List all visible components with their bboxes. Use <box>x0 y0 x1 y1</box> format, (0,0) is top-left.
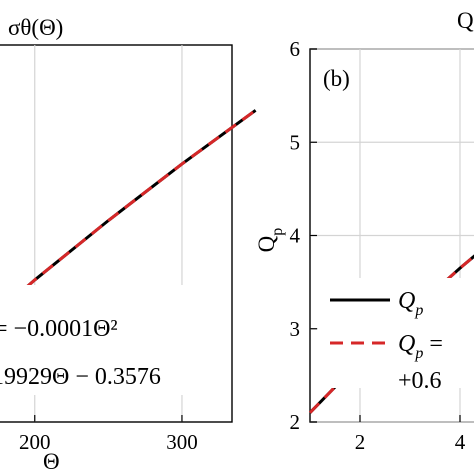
a-series-1-line <box>0 109 257 313</box>
panel-a-title: σθ(Θ) <box>8 15 63 40</box>
panel-b: 2 4 2 3 4 5 6 Q (b) Qp Qp Qp = +0.6 <box>254 8 474 454</box>
panel-a-lines <box>0 109 257 313</box>
a-x-tick-label: 200 <box>19 430 51 454</box>
panel-b-ticks: 2 4 2 3 4 5 6 <box>290 37 466 454</box>
panel-a-annotation-box: = −0.0001Θ² 19929Θ − 0.3576 <box>0 285 205 395</box>
panel-a-x-axis-label: Θ <box>43 449 60 474</box>
a-x-tick-label: 300 <box>166 430 198 454</box>
panel-a-annotation-line-1: = −0.0001Θ² <box>0 316 118 342</box>
panel-b-panel-label: (b) <box>323 66 350 91</box>
b-y-tick-label: 3 <box>290 317 301 341</box>
panel-a: 200 300 σθ(Θ) Θ = −0.0001Θ² 19929Θ − 0.35… <box>0 15 257 474</box>
b-y-tick-label: 5 <box>290 130 301 154</box>
panel-b-legend: Qp Qp = +0.6 <box>318 278 474 394</box>
panel-a-ticks: 200 300 <box>19 415 198 454</box>
legend-entry-qp-fit-line-2: +0.6 <box>398 368 442 394</box>
legend-entry-qp-fit: Qp = <box>398 331 443 362</box>
b-x-tick-label: 2 <box>355 430 366 454</box>
panel-a-annotation-line-2: 19929Θ − 0.3576 <box>0 364 161 390</box>
b-x-tick-label: 4 <box>455 430 466 454</box>
panel-b-title: Q <box>457 8 474 33</box>
b-y-tick-label: 2 <box>290 410 301 434</box>
panel-b-y-axis-label-text: Qp <box>254 228 286 253</box>
b-y-tick-label: 4 <box>290 224 301 248</box>
legend-entry-qp: Qp <box>398 288 423 319</box>
panel-b-y-axis-label: Qp <box>254 228 286 253</box>
b-y-tick-label: 6 <box>290 37 301 61</box>
